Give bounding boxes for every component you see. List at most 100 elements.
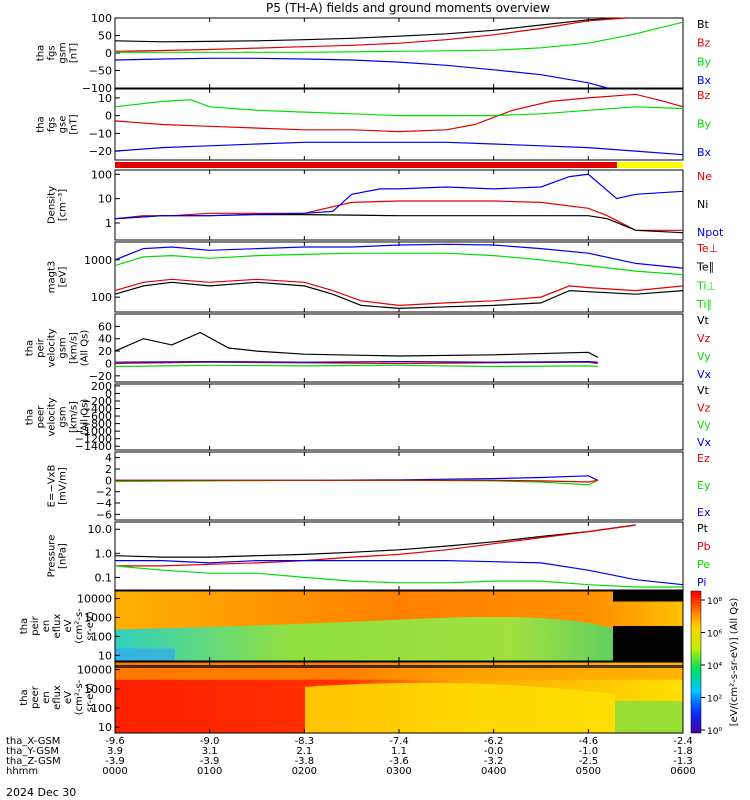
time-axis-value: 0600 xyxy=(670,766,695,777)
y-tick-label: 1.0 xyxy=(95,547,113,560)
panel-frame xyxy=(114,17,684,89)
y-axis-label: tha fgs gse [nT] xyxy=(36,114,80,134)
series-line-Te⊥ xyxy=(114,278,684,307)
y-axis-label-line: velocity xyxy=(47,397,58,436)
y-axis-label-line: eflux xyxy=(52,614,63,639)
y-axis-label-line: [km/s] xyxy=(69,332,80,364)
time-axis-row-label: tha_X-GSM xyxy=(6,736,60,747)
panel-efield: 420−2−4−6 E=−VxB [mV/m] Ez Ey Ex xyxy=(47,451,711,521)
y-tick-label: 10000 xyxy=(77,664,112,677)
time-axis-value: 3.1 xyxy=(202,746,218,757)
legend-entry: Ti∥ xyxy=(696,298,712,311)
panel-frame xyxy=(114,88,684,161)
legend-entry: Bx xyxy=(697,146,712,159)
y-axis-label: tha peer velocity gsm [km/s] (All Qs) xyxy=(25,397,91,436)
heatmap-band-cold xyxy=(115,648,175,661)
legend-entry: Pi xyxy=(697,576,706,589)
y-axis-label-line: fgs xyxy=(47,117,58,132)
y-axis-label: tha fgs gsm [nT] xyxy=(36,42,80,63)
time-axis-value: -3.8 xyxy=(295,756,315,767)
y-tick-label: 60 xyxy=(98,320,112,333)
series-line-Ti∥ xyxy=(114,252,684,276)
legend-entry: Vt xyxy=(697,384,710,397)
y-tick-label: 0 xyxy=(105,387,112,400)
series-line-Pi xyxy=(115,560,684,586)
legend-entry: Ne xyxy=(697,170,712,183)
legend-entry: Pe xyxy=(697,558,710,571)
series-line-By xyxy=(114,99,684,117)
y-axis-label-line: eV xyxy=(63,619,74,632)
time-axis-value: -4.6 xyxy=(579,736,599,747)
y-tick-label: 10 xyxy=(98,649,112,662)
y-axis-label-line: (cm²-s- xyxy=(74,608,85,644)
legend-entry: Vx xyxy=(697,436,712,449)
series-line-Ne xyxy=(114,200,683,231)
colorbar-tick-label: 10⁸ xyxy=(707,597,722,607)
series-line-Bt xyxy=(114,17,627,43)
y-tick-label: 40 xyxy=(98,333,112,346)
y-tick-label: −20 xyxy=(89,370,112,383)
heatmap-band-fill-top xyxy=(613,591,683,602)
y-axis-label-line: tha xyxy=(25,340,36,356)
time-axis-labels: tha_X-GSM -9.6 -9.0 -8.3 -7.4 -6.2 -4.6 -2.4 tha… xyxy=(6,736,696,777)
y-tick-label: 10 xyxy=(98,193,112,206)
legend-entry: Vy xyxy=(697,419,711,432)
y-tick-label: −6 xyxy=(96,508,112,521)
y-tick-label: −1400 xyxy=(75,440,112,453)
time-axis-value: -6.2 xyxy=(484,736,504,747)
colorbar-tick-label: 10⁴ xyxy=(707,662,722,672)
y-axis-label-line: tha xyxy=(36,45,47,61)
date-label: 2024 Dec 30 xyxy=(6,786,76,799)
y-tick-label: 10 xyxy=(98,92,112,105)
panel-frame xyxy=(114,451,684,521)
colorbar-tick-label: 10⁶ xyxy=(707,630,722,640)
legend-entry: Bz xyxy=(697,89,711,102)
y-tick-label: 0 xyxy=(105,357,112,370)
y-tick-label: 1000 xyxy=(84,683,112,696)
legend-entry: Ex xyxy=(697,506,711,519)
y-axis-label-line: en xyxy=(41,691,52,704)
heatmap-band-mid xyxy=(305,682,615,733)
y-tick-label: 50 xyxy=(98,30,112,43)
y-tick-label: −600 xyxy=(82,410,112,423)
y-axis-label-line: [km/s] xyxy=(69,401,80,433)
y-axis-label: Pressure [nPa] xyxy=(47,535,69,578)
y-tick-label: 0 xyxy=(105,474,112,487)
time-axis-value: -3.9 xyxy=(200,756,220,767)
legend: Bz By Bx xyxy=(697,89,712,159)
time-axis-value: -1.8 xyxy=(673,746,693,757)
quality-flag-bar xyxy=(115,162,683,168)
panel-fgs_gsm: 100 50 0 −50 −100 tha fgs gsm [nT] Bt Bz By Bx xyxy=(36,12,712,95)
y-axis-label: tha peir velocity gsm [km/s] (All Qs) xyxy=(25,328,91,367)
y-axis-label-line: gse xyxy=(58,116,69,134)
time-axis-value: -1.0 xyxy=(579,746,599,757)
series-line-Bz xyxy=(114,17,627,52)
legend-entry: Bt xyxy=(697,18,710,31)
series-line-Te∥ xyxy=(114,281,684,310)
y-axis-label-line: (All Qs) xyxy=(80,399,91,436)
figure-title: P5 (TH-A) fields and ground moments over… xyxy=(266,1,550,15)
y-tick-label: 100 xyxy=(91,168,112,181)
legend-entry: Pb xyxy=(697,540,711,553)
panel-fgs_gse: 10 0 −10 −20 tha fgs gse [nT] Bz By Bx xyxy=(36,88,712,161)
y-axis-label-line: eflux xyxy=(52,685,63,710)
legend-entry: Ey xyxy=(697,479,711,492)
colorbar xyxy=(690,590,702,734)
y-tick-label: 100 xyxy=(91,630,112,643)
legend-entry: Te⊥ xyxy=(696,242,718,255)
y-axis-label-line: [nT] xyxy=(69,43,80,63)
legend: Pt Pb Pe Pi xyxy=(697,522,711,589)
y-axis-label-line: tha xyxy=(25,409,36,425)
y-axis-label-line: peer xyxy=(30,685,41,709)
y-axis-label: Density [cm⁻³] xyxy=(47,186,69,224)
y-axis-label-line: E=−VxB xyxy=(47,465,58,508)
heatmap-peir_eflux xyxy=(115,591,683,661)
y-tick-label: −100 xyxy=(82,82,112,95)
y-axis-label-line: tha xyxy=(19,618,30,634)
heatmap-peer_eflux xyxy=(115,662,683,733)
colorbar-tick-label: 10² xyxy=(707,695,722,705)
panel-frame xyxy=(114,169,684,241)
y-axis-label-line: Density xyxy=(47,186,58,224)
time-axis-value: 1.1 xyxy=(391,746,407,757)
